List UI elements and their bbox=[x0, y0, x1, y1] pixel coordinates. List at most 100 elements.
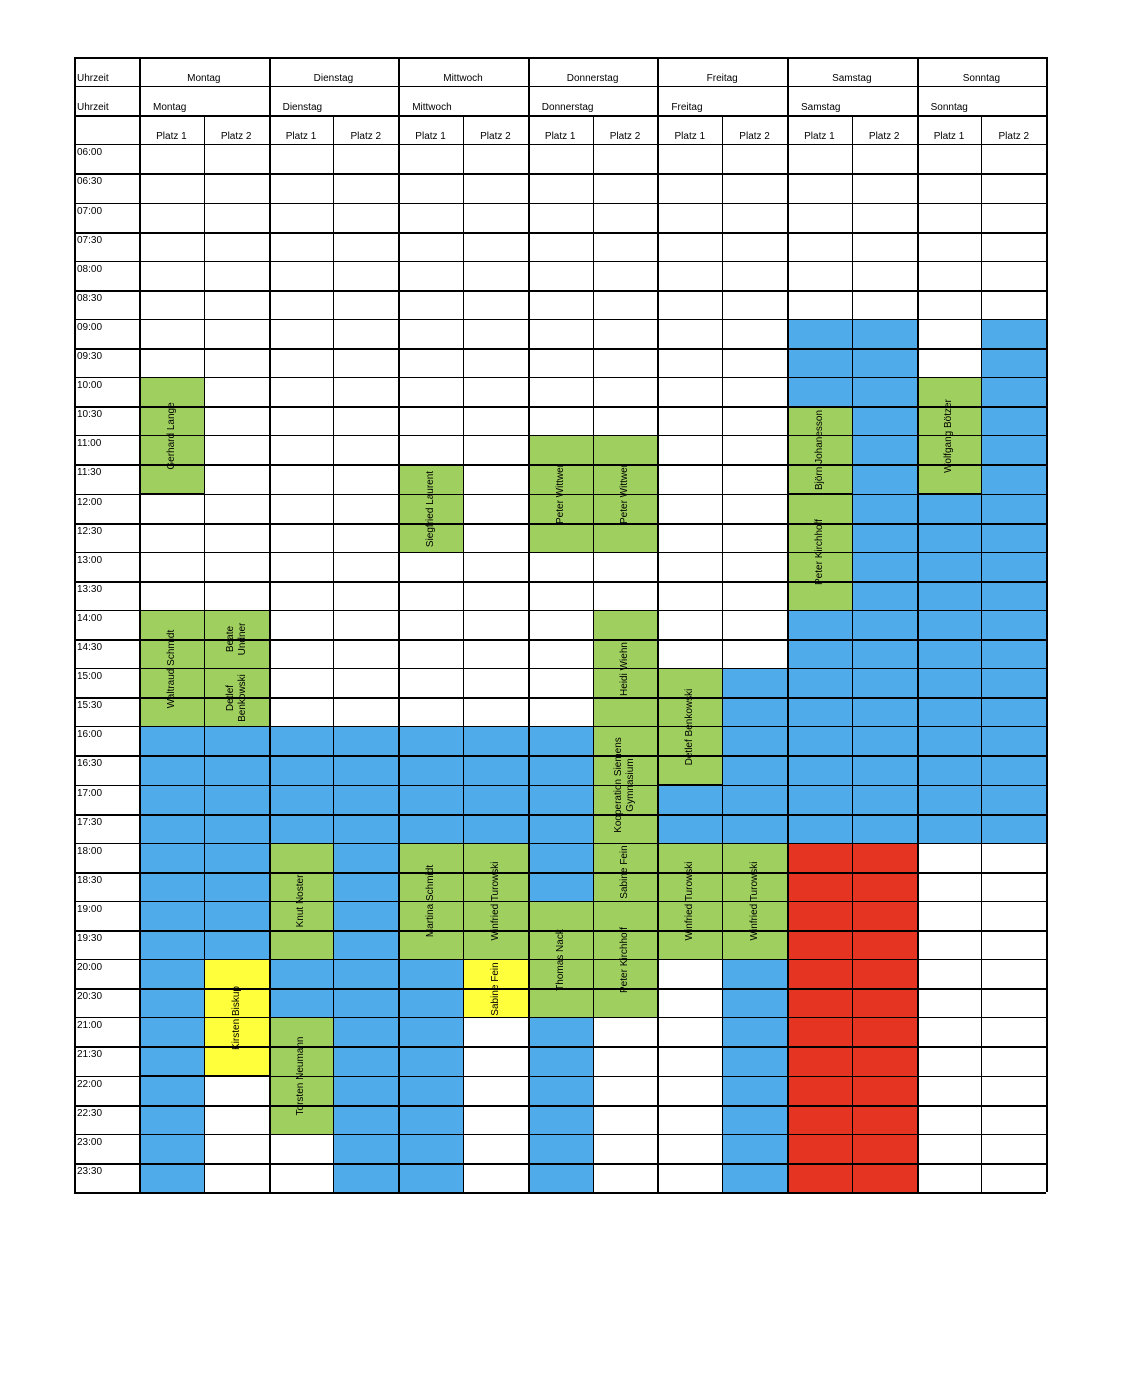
column-line bbox=[74, 57, 76, 1192]
row-line bbox=[74, 1133, 1046, 1135]
booking-block: Björn Johanesson bbox=[787, 406, 853, 495]
column-line bbox=[527, 57, 530, 1192]
column-line bbox=[787, 57, 789, 1192]
time-label: 09:30 bbox=[77, 351, 103, 362]
row-line bbox=[74, 900, 1046, 902]
time-label: 09:00 bbox=[77, 321, 103, 333]
place-header: Platz 2 bbox=[739, 131, 770, 143]
booking-name: Björn Johanesson bbox=[813, 410, 825, 491]
row-line bbox=[74, 1104, 1046, 1107]
column-line bbox=[657, 57, 660, 1192]
day-subheader: Samstag bbox=[801, 102, 841, 114]
time-label: 22:30 bbox=[77, 1107, 103, 1119]
place-header: Platz 2 bbox=[480, 131, 511, 143]
time-label: 18:30 bbox=[77, 874, 103, 886]
column-line bbox=[139, 57, 141, 1192]
place-header: Platz 1 bbox=[156, 131, 187, 143]
column-line bbox=[203, 115, 205, 1192]
row-line bbox=[74, 406, 1046, 409]
row-line bbox=[74, 1075, 1046, 1077]
place-header: Platz 1 bbox=[285, 131, 317, 143]
time-label: 21:00 bbox=[77, 1020, 103, 1032]
column-line bbox=[1046, 57, 1049, 1192]
booking-block: Siegfried Laurent bbox=[398, 464, 464, 553]
time-label: 07:30 bbox=[77, 234, 103, 246]
row-line bbox=[74, 580, 1046, 583]
time-label: 16:30 bbox=[77, 758, 103, 770]
day-header: Donnerstag bbox=[566, 73, 619, 84]
place-header: Platz 1 bbox=[544, 131, 576, 143]
place-header: Platz 2 bbox=[220, 131, 252, 143]
time-label: 07:00 bbox=[77, 205, 103, 217]
time-label: 12:30 bbox=[77, 525, 103, 537]
row-line bbox=[74, 464, 1046, 467]
row-line bbox=[74, 813, 1046, 816]
row-line bbox=[74, 784, 1046, 786]
row-line bbox=[74, 871, 1046, 874]
place-header: Platz 1 bbox=[415, 131, 446, 143]
row-line bbox=[74, 522, 1046, 525]
time-label: 06:00 bbox=[77, 147, 103, 159]
time-label: 23:30 bbox=[77, 1165, 103, 1177]
column-line bbox=[851, 115, 853, 1192]
row-line bbox=[74, 435, 1046, 437]
day-header: Mittwoch bbox=[443, 73, 483, 84]
time-label: 14:00 bbox=[77, 612, 103, 624]
row-line bbox=[74, 959, 1046, 961]
day-subheader: Freitag bbox=[671, 102, 703, 114]
row-line bbox=[74, 115, 1046, 118]
row-line bbox=[74, 1017, 1046, 1019]
day-header: Montag bbox=[187, 73, 221, 84]
occupied-block bbox=[787, 318, 853, 408]
place-header: Platz 2 bbox=[868, 131, 900, 143]
column-line bbox=[333, 115, 335, 1192]
day-subheader: Dienstag bbox=[282, 102, 323, 114]
time-label: 16:00 bbox=[77, 729, 103, 741]
column-line bbox=[463, 115, 464, 1192]
row-line bbox=[74, 260, 1046, 262]
row-line bbox=[74, 144, 1046, 146]
occupied-block bbox=[527, 1046, 594, 1193]
column-line bbox=[722, 115, 724, 1192]
column-line bbox=[916, 57, 919, 1192]
row-line bbox=[74, 202, 1046, 204]
row-line bbox=[74, 1191, 1046, 1194]
place-header: Platz 1 bbox=[933, 131, 965, 143]
place-header: Platz 2 bbox=[998, 131, 1030, 143]
row-line bbox=[74, 318, 1046, 320]
row-line bbox=[74, 755, 1046, 758]
time-label: 11:00 bbox=[77, 438, 102, 450]
day-header: Sonntag bbox=[962, 73, 1001, 84]
column-line bbox=[981, 115, 983, 1192]
time-label: 15:30 bbox=[77, 700, 103, 712]
row-line bbox=[74, 1046, 1046, 1049]
day-subheader: Montag bbox=[153, 102, 187, 114]
place-header: Platz 2 bbox=[609, 131, 641, 143]
column-line bbox=[398, 57, 401, 1192]
row-line bbox=[74, 1162, 1046, 1165]
row-line bbox=[74, 726, 1046, 728]
row-line bbox=[74, 697, 1046, 700]
row-line bbox=[74, 493, 1046, 495]
occupied-block bbox=[527, 1017, 594, 1048]
time-label: 19:00 bbox=[77, 903, 103, 915]
time-label: 08:00 bbox=[77, 263, 103, 275]
day-subheader: Sonntag bbox=[930, 102, 968, 114]
time-label: 15:00 bbox=[77, 671, 103, 683]
time-label: 21:30 bbox=[77, 1049, 103, 1061]
time-label: 17:30 bbox=[77, 816, 103, 828]
row-line bbox=[74, 377, 1046, 379]
day-header: Samstag bbox=[832, 73, 872, 84]
time-label: 06:30 bbox=[77, 176, 103, 188]
row-line bbox=[74, 289, 1046, 292]
time-label: 18:00 bbox=[77, 845, 103, 857]
time-label: 13:00 bbox=[77, 554, 103, 566]
row-line bbox=[74, 551, 1046, 553]
row-line bbox=[74, 57, 1046, 59]
time-label: 23:00 bbox=[77, 1136, 103, 1148]
row-line bbox=[74, 930, 1046, 932]
row-line bbox=[74, 988, 1046, 991]
time-label: 08:30 bbox=[77, 292, 103, 304]
time-label: 14:30 bbox=[77, 642, 103, 653]
row-line bbox=[74, 609, 1046, 611]
